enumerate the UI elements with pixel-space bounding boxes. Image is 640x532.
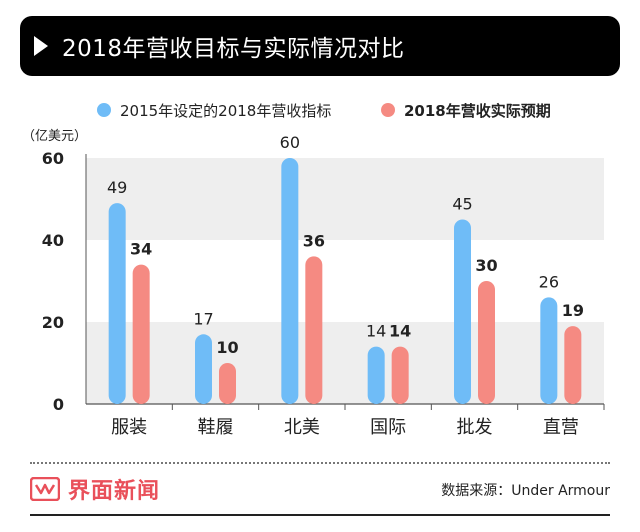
bar-target	[367, 346, 385, 404]
data-label: 60	[280, 133, 300, 152]
play-arrow-icon	[34, 36, 48, 56]
y-tick-label: 0	[53, 395, 64, 414]
y-tick-label: 20	[42, 313, 64, 332]
y-tick-label: 40	[42, 231, 64, 250]
x-tick-label: 直营	[543, 417, 579, 438]
data-label: 10	[216, 338, 238, 357]
bar-target	[281, 158, 299, 404]
bar-target	[454, 219, 471, 404]
y-unit-label: （亿美元）	[22, 129, 87, 144]
legend-swatch	[97, 103, 111, 117]
bar-actual	[564, 326, 582, 404]
data-label: 17	[193, 309, 213, 328]
x-tick-label: 服装	[111, 417, 147, 438]
data-label: 45	[452, 195, 472, 214]
grid-band	[86, 322, 604, 404]
x-tick-label: 批发	[457, 417, 493, 438]
bar-actual	[219, 363, 236, 404]
bar-actual	[132, 264, 150, 404]
data-label: 14	[389, 322, 411, 341]
chart-title: 2018年营收目标与实际情况对比	[62, 36, 405, 62]
x-tick-label: 国际	[370, 417, 406, 438]
bar-chart: 0 20 40 60 （亿美元） 2015年设定的2018年营收指标 2018年营收实际预期…	[22, 102, 605, 438]
footer-divider	[30, 462, 610, 464]
x-tick-label: 北美	[284, 417, 320, 438]
data-label: 49	[107, 178, 127, 197]
data-label: 34	[130, 240, 152, 259]
bar-actual	[391, 346, 409, 404]
legend-label: 2015年设定的2018年营收指标	[120, 102, 331, 120]
bar-actual	[305, 256, 323, 404]
data-label: 14	[366, 322, 386, 341]
bar-target	[108, 203, 126, 404]
brand-name: 界面新闻	[68, 479, 161, 504]
bar-target	[540, 297, 558, 404]
data-label: 19	[562, 301, 584, 320]
y-tick-label: 60	[42, 149, 64, 168]
data-source: 数据来源：Under Armour	[441, 483, 610, 499]
title-bar: 2018年营收目标与实际情况对比	[20, 16, 620, 76]
legend-swatch	[381, 103, 395, 117]
bar-target	[195, 334, 212, 404]
brand-logo-icon	[30, 477, 60, 501]
data-label: 30	[475, 256, 497, 275]
bar-actual	[478, 281, 495, 404]
data-label: 26	[539, 272, 559, 291]
x-tick-label: 鞋履	[198, 417, 234, 438]
legend-label: 2018年营收实际预期	[404, 102, 551, 120]
data-label: 36	[303, 231, 325, 250]
grid-band	[86, 158, 604, 240]
brand: 界面新闻	[30, 472, 160, 506]
footer-bottom-line	[30, 514, 610, 516]
